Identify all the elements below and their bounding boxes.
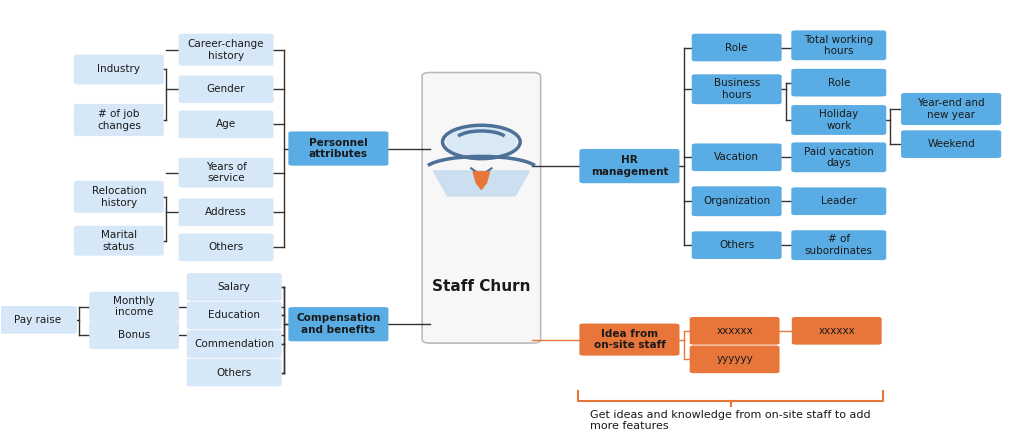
Text: Total working
hours: Total working hours (804, 34, 873, 56)
FancyBboxPatch shape (289, 131, 388, 166)
FancyBboxPatch shape (690, 346, 779, 373)
Text: Education: Education (208, 310, 260, 320)
FancyBboxPatch shape (692, 34, 781, 61)
Text: Marital
status: Marital status (100, 230, 137, 251)
Text: # of
subordinates: # of subordinates (805, 234, 872, 256)
FancyBboxPatch shape (692, 144, 781, 171)
Text: Business
hours: Business hours (714, 78, 760, 100)
FancyBboxPatch shape (178, 76, 273, 103)
Text: Age: Age (216, 119, 237, 130)
FancyBboxPatch shape (178, 198, 273, 226)
Text: Career-change
history: Career-change history (187, 39, 264, 61)
FancyBboxPatch shape (178, 158, 273, 187)
Text: yyyyyy: yyyyyy (716, 354, 753, 364)
FancyBboxPatch shape (690, 317, 779, 345)
Text: # of job
changes: # of job changes (97, 109, 140, 131)
FancyBboxPatch shape (792, 142, 887, 172)
Text: Organization: Organization (703, 196, 770, 206)
FancyBboxPatch shape (901, 93, 1001, 125)
FancyBboxPatch shape (792, 230, 887, 260)
Text: Year-end and
new year: Year-end and new year (918, 98, 985, 120)
FancyBboxPatch shape (901, 130, 1001, 158)
Text: Staff Churn: Staff Churn (432, 279, 530, 294)
FancyBboxPatch shape (422, 72, 541, 343)
FancyBboxPatch shape (178, 233, 273, 261)
FancyBboxPatch shape (792, 105, 887, 135)
FancyBboxPatch shape (186, 273, 282, 301)
FancyBboxPatch shape (692, 231, 781, 259)
Text: Role: Role (725, 42, 748, 53)
Text: Bonus: Bonus (118, 330, 151, 340)
FancyBboxPatch shape (89, 321, 179, 349)
FancyBboxPatch shape (74, 104, 164, 136)
FancyBboxPatch shape (178, 110, 273, 138)
Text: xxxxxx: xxxxxx (818, 326, 855, 336)
Text: HR
management: HR management (591, 155, 669, 177)
Text: Vacation: Vacation (714, 152, 759, 162)
Text: xxxxxx: xxxxxx (716, 326, 753, 336)
FancyBboxPatch shape (792, 69, 887, 96)
FancyBboxPatch shape (74, 181, 164, 213)
FancyBboxPatch shape (178, 34, 273, 66)
FancyBboxPatch shape (580, 324, 680, 356)
Text: Others: Others (209, 242, 244, 252)
Text: Holiday
work: Holiday work (819, 109, 858, 131)
Text: Salary: Salary (218, 282, 251, 292)
Text: Commendation: Commendation (195, 339, 274, 349)
Text: Monthly
income: Monthly income (114, 296, 155, 317)
Text: Industry: Industry (97, 65, 140, 74)
Text: Pay raise: Pay raise (13, 315, 60, 325)
Text: Compensation
and benefits: Compensation and benefits (296, 313, 381, 335)
Text: Role: Role (827, 78, 850, 88)
Text: Idea from
on-site staff: Idea from on-site staff (594, 329, 666, 351)
FancyBboxPatch shape (89, 292, 179, 322)
FancyBboxPatch shape (186, 301, 282, 329)
Circle shape (446, 127, 516, 157)
FancyBboxPatch shape (792, 30, 887, 60)
FancyBboxPatch shape (186, 359, 282, 386)
FancyBboxPatch shape (692, 74, 781, 104)
FancyBboxPatch shape (792, 187, 887, 215)
FancyBboxPatch shape (289, 307, 388, 341)
Text: Get ideas and knowledge from on-site staff to add
more features: Get ideas and knowledge from on-site sta… (590, 410, 870, 431)
Text: Years of
service: Years of service (206, 162, 247, 183)
Text: Others: Others (217, 368, 252, 377)
Text: Address: Address (205, 207, 247, 217)
Text: Paid vacation
days: Paid vacation days (804, 146, 873, 168)
Text: Others: Others (719, 240, 755, 250)
Text: Relocation
history: Relocation history (91, 186, 146, 208)
FancyBboxPatch shape (692, 186, 781, 216)
Polygon shape (433, 171, 529, 196)
Text: Weekend: Weekend (928, 139, 975, 149)
FancyBboxPatch shape (74, 226, 164, 256)
Polygon shape (473, 172, 489, 189)
Text: Personnel
attributes: Personnel attributes (309, 138, 368, 159)
FancyBboxPatch shape (792, 317, 882, 345)
FancyBboxPatch shape (580, 149, 680, 183)
Text: Leader: Leader (821, 196, 857, 206)
FancyBboxPatch shape (0, 306, 77, 334)
FancyBboxPatch shape (186, 330, 282, 358)
FancyBboxPatch shape (74, 54, 164, 84)
Text: Gender: Gender (207, 84, 246, 94)
